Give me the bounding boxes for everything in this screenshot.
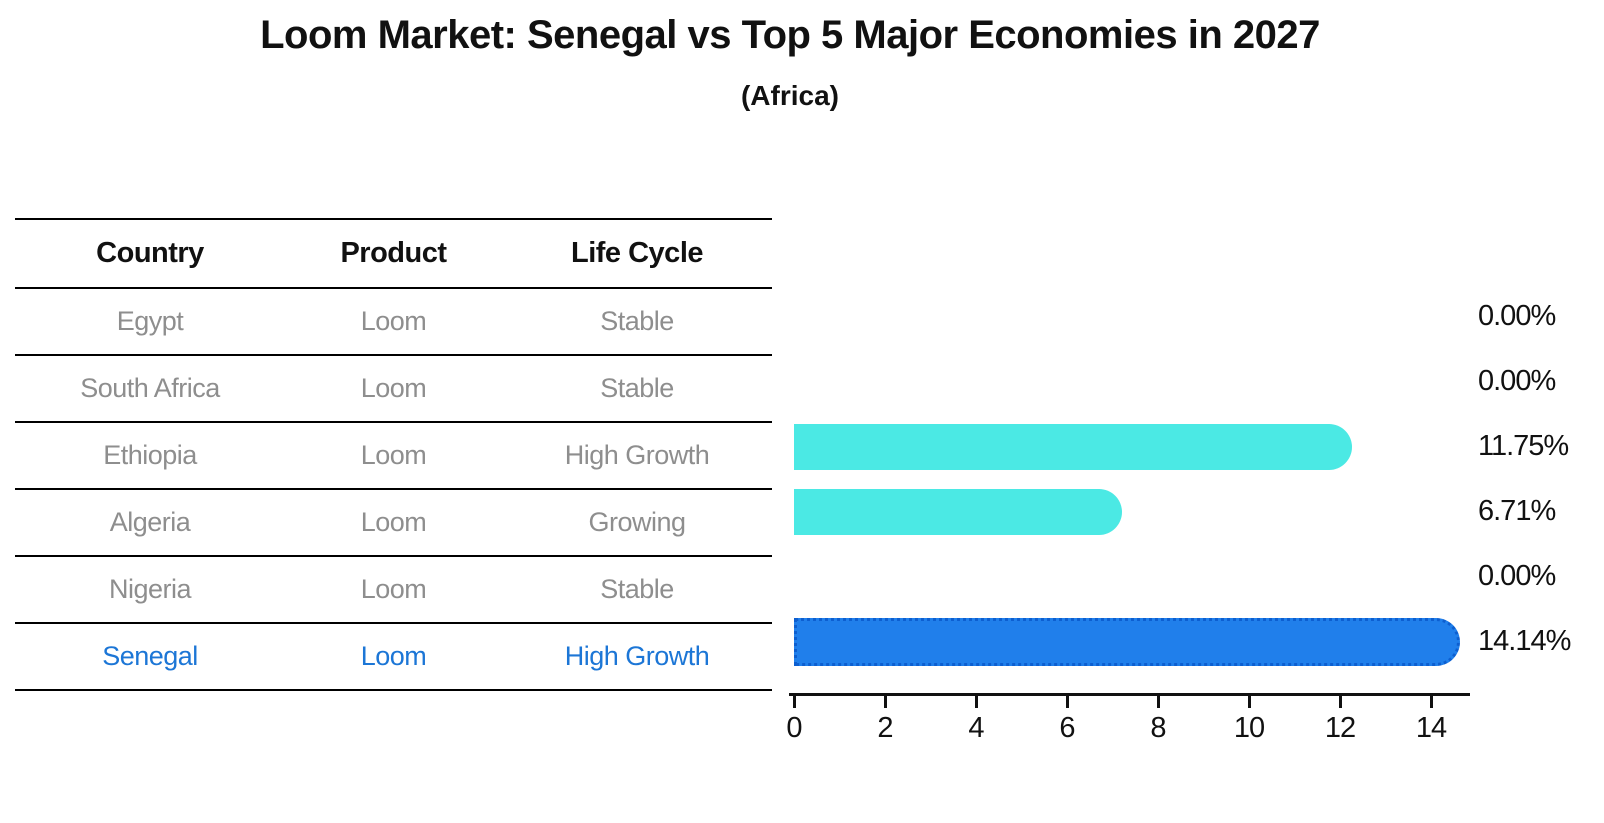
table-cell-country: South Africa — [15, 355, 285, 423]
x-axis-tick — [792, 696, 796, 708]
x-axis-tick — [1156, 696, 1160, 708]
percent-label: 11.75% — [1478, 429, 1569, 462]
table-row: Egypt Loom Stable — [15, 288, 772, 356]
table-cell-country: Ethiopia — [15, 422, 285, 490]
chart-subtitle: (Africa) — [740, 80, 839, 111]
x-axis-tick — [1247, 696, 1251, 708]
table-cell-product: Loom — [285, 288, 502, 356]
table-cell-product: Loom — [285, 355, 502, 423]
table-row: Nigeria Loom Stable — [15, 556, 772, 624]
col-header-country: Country — [15, 219, 285, 289]
percent-label: 0.00% — [1478, 559, 1556, 592]
table-row: Senegal Loom High Growth — [15, 623, 772, 691]
table-cell-life-cycle: Stable — [502, 556, 772, 624]
table-cell-life-cycle: Stable — [502, 288, 772, 356]
table-cell-life-cycle: High Growth — [502, 422, 772, 490]
x-axis-line — [789, 693, 1470, 696]
table-cell-product: Loom — [285, 556, 502, 624]
x-axis-tick — [883, 696, 887, 708]
country-table: Country Product Life Cycle Egypt Loom Stab… — [15, 218, 772, 691]
x-axis-tick-label: 0 — [786, 712, 802, 744]
table-header-row: Country Product Life Cycle — [15, 219, 772, 289]
x-axis-tick-label: 2 — [877, 712, 893, 744]
percent-label: 6.71% — [1478, 494, 1556, 527]
table-row: Algeria Loom Growing — [15, 489, 772, 557]
table-cell-country: Nigeria — [15, 556, 285, 624]
x-axis-tick — [1065, 696, 1069, 708]
x-axis-tick — [1338, 696, 1342, 708]
chart-title: Loom Market: Senegal vs Top 5 Major Econ… — [260, 13, 1320, 57]
table-cell-country: Egypt — [15, 288, 285, 356]
x-axis-tick-label: 4 — [968, 712, 984, 744]
table-cell-life-cycle: High Growth — [502, 623, 772, 691]
bar — [794, 424, 1352, 470]
percent-label: 0.00% — [1478, 299, 1556, 332]
table-body: Egypt Loom Stable South Africa Loom Stable Eth… — [15, 288, 772, 691]
x-axis-tick-label: 6 — [1059, 712, 1075, 744]
x-axis-tick-label: 12 — [1324, 712, 1356, 744]
bar — [794, 489, 1123, 535]
x-axis-tick — [974, 696, 978, 708]
table-cell-life-cycle: Stable — [502, 355, 772, 423]
table-cell-product: Loom — [285, 623, 502, 691]
percent-label: 0.00% — [1478, 364, 1556, 397]
col-header-product: Product — [285, 219, 502, 289]
table-row: Ethiopia Loom High Growth — [15, 422, 772, 490]
x-axis-tick — [1429, 696, 1433, 708]
x-axis-tick-label: 10 — [1233, 712, 1265, 744]
table-cell-product: Loom — [285, 422, 502, 490]
table-row: South Africa Loom Stable — [15, 355, 772, 423]
table-cell-product: Loom — [285, 489, 502, 557]
col-header-lifecycle: Life Cycle — [502, 219, 772, 289]
table-cell-country: Senegal — [15, 623, 285, 691]
x-axis-tick-label: 8 — [1150, 712, 1166, 744]
x-axis-tick-label: 14 — [1415, 712, 1447, 744]
bar-highlight — [794, 618, 1461, 666]
percent-label: 14.14% — [1478, 624, 1571, 657]
table-cell-life-cycle: Growing — [502, 489, 772, 557]
table-cell-country: Algeria — [15, 489, 285, 557]
